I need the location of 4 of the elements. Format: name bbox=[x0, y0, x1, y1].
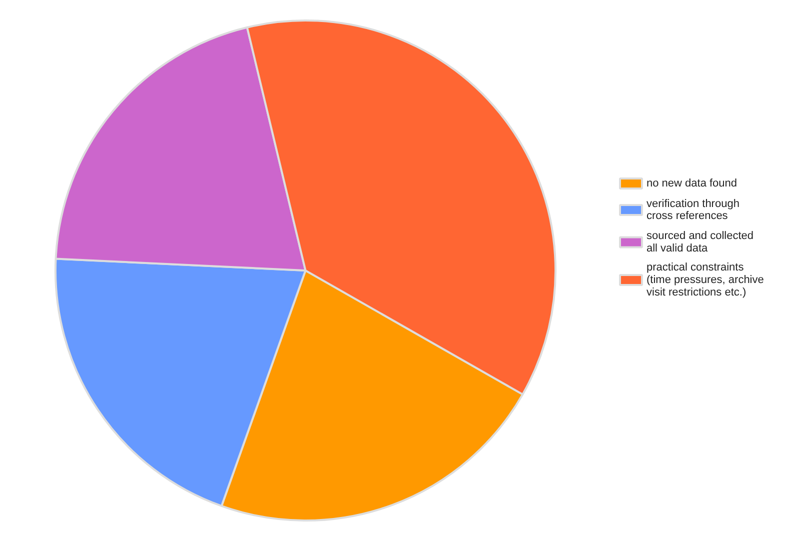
legend-label: verification through cross references bbox=[646, 198, 740, 222]
legend-label: no new data found bbox=[646, 177, 738, 190]
legend-label: practical constraints (time pressures, archive visit restrictions etc.) bbox=[646, 262, 764, 298]
legend-label: sourced and collected all valid data bbox=[646, 230, 754, 254]
